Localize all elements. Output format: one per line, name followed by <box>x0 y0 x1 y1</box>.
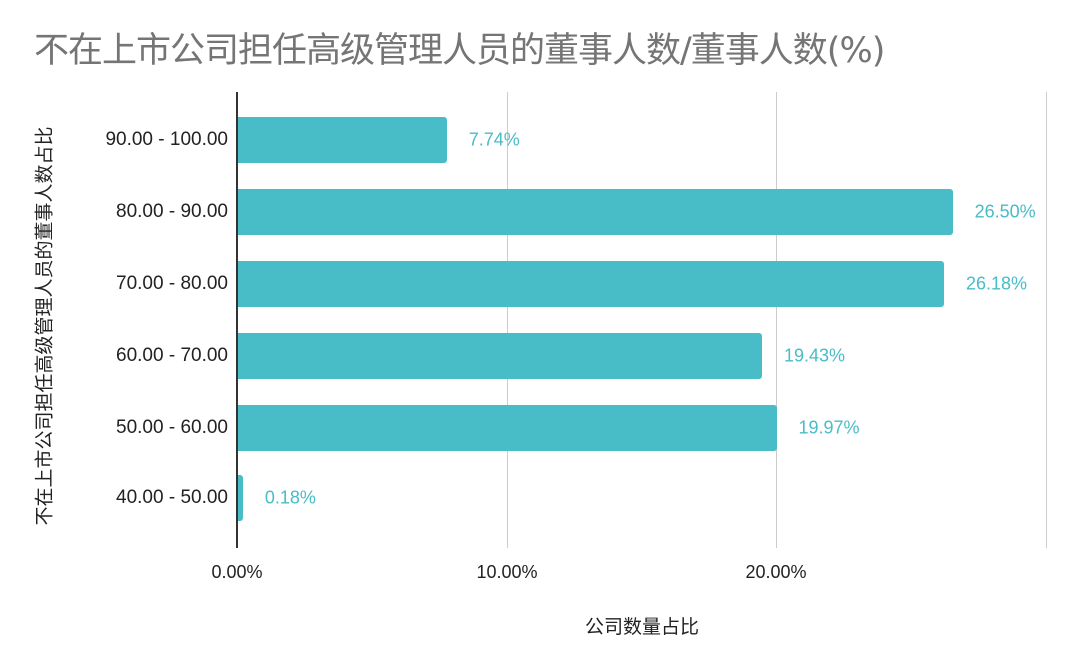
category-label: 90.00 - 100.00 <box>105 129 228 150</box>
value-label: 26.50% <box>974 201 1036 222</box>
value-label: 19.43% <box>783 345 846 366</box>
x-tick-0: 0.00% <box>211 562 263 582</box>
gridline-10 <box>507 92 508 548</box>
value-label: 7.74% <box>468 129 520 150</box>
category-label: 50.00 - 60.00 <box>116 417 228 438</box>
x-tick-10: 10.00% <box>476 562 538 582</box>
category-label: 40.00 - 50.00 <box>116 487 228 508</box>
category-label: 70.00 - 80.00 <box>116 273 228 294</box>
chart-title: 不在上市公司担任高级管理人员的董事人数/董事人数(%) <box>34 31 885 71</box>
bar <box>238 117 447 163</box>
y-axis-line <box>236 92 238 548</box>
value-label: 26.18% <box>965 273 1028 294</box>
value-label: 0.18% <box>264 487 316 508</box>
gridline-20 <box>776 92 777 548</box>
gridline-30 <box>1046 92 1047 548</box>
bar <box>238 405 777 451</box>
value-label: 19.97% <box>798 417 860 438</box>
category-label: 60.00 - 70.00 <box>116 345 228 366</box>
bar <box>238 261 944 307</box>
x-axis-label: 公司数量占比 <box>584 616 700 638</box>
x-tick-20: 20.00% <box>745 562 807 582</box>
bar <box>238 333 762 379</box>
category-label: 80.00 - 90.00 <box>116 201 228 222</box>
bar <box>238 475 243 521</box>
bar <box>238 189 953 235</box>
